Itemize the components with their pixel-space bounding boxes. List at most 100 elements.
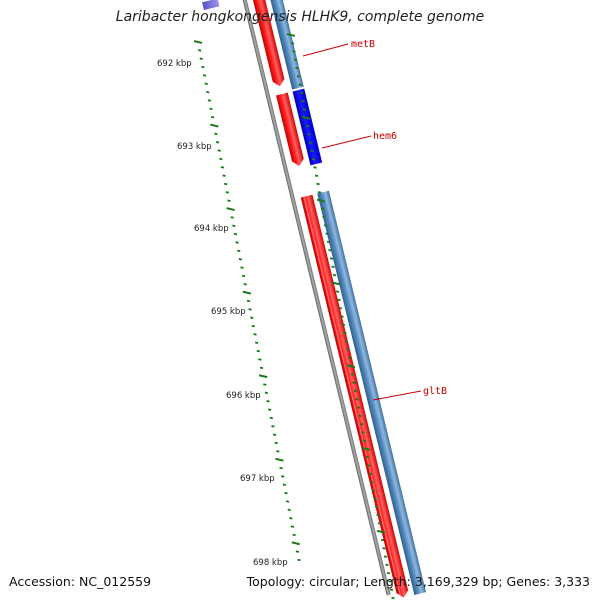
minor-tick (259, 366, 264, 370)
minor-tick (206, 90, 210, 94)
minor-tick (347, 356, 352, 360)
minor-tick (264, 391, 269, 395)
major-tick (291, 541, 300, 546)
minor-tick (235, 241, 239, 244)
minor-tick (289, 516, 293, 520)
minor-tick (299, 91, 304, 95)
minor-tick (297, 558, 301, 562)
cds-fragment (202, 0, 220, 11)
minor-tick (325, 232, 329, 235)
minor-tick (274, 441, 278, 445)
major-tick (316, 198, 326, 203)
cds-hem6-forward[interactable] (276, 92, 305, 168)
minor-tick (367, 464, 371, 467)
major-tick (376, 529, 386, 534)
minor-tick (207, 99, 212, 102)
minor-tick (323, 224, 328, 227)
scale-ticks-left (193, 40, 301, 562)
minor-tick (314, 174, 319, 177)
cds-hem6-reverse[interactable] (292, 88, 323, 166)
scale-label: 698 kbp (253, 558, 288, 568)
minor-tick (220, 166, 225, 169)
genome-summary-text: Topology: circular; Length: 3,169,329 bp… (246, 574, 590, 589)
cds-shine (303, 196, 402, 596)
minor-tick (382, 547, 386, 550)
map-title: Laribacter hongkongensis HLHK9, complete… (115, 9, 485, 25)
minor-tick (279, 466, 283, 470)
gene-leader-hem6 (321, 135, 372, 149)
minor-tick (350, 373, 355, 376)
minor-tick (298, 83, 302, 86)
minor-tick (373, 497, 377, 500)
minor-tick (311, 157, 316, 161)
minor-tick (210, 115, 215, 119)
minor-tick (290, 42, 295, 45)
major-tick (242, 290, 252, 295)
cds-metB-reverse[interactable] (267, 0, 304, 90)
minor-tick (271, 425, 275, 428)
minor-tick (374, 505, 379, 509)
minor-tick (230, 216, 234, 219)
minor-tick (329, 257, 334, 260)
minor-tick (337, 298, 341, 302)
minor-tick (316, 182, 320, 186)
minor-tick (331, 265, 335, 269)
minor-tick (238, 257, 243, 261)
minor-tick (308, 141, 313, 144)
minor-tick (344, 340, 349, 343)
major-tick (275, 457, 284, 462)
minor-tick (232, 224, 236, 228)
minor-tick (287, 508, 291, 512)
minor-tick (320, 207, 325, 211)
minor-tick (356, 406, 361, 409)
gene-label-hem6[interactable]: hem6 (373, 131, 397, 142)
scale-label: 697 kbp (240, 474, 275, 484)
minor-tick (248, 308, 252, 311)
scale-label: 692 kbp (157, 59, 192, 69)
minor-tick (240, 266, 244, 269)
minor-tick (266, 400, 270, 403)
major-tick (258, 374, 268, 379)
minor-tick (295, 550, 300, 553)
minor-tick (338, 306, 343, 310)
minor-tick (250, 316, 254, 319)
minor-tick (199, 57, 203, 60)
minor-tick (371, 489, 376, 492)
cds-gltB-reverse[interactable] (317, 190, 427, 595)
minor-tick (340, 315, 344, 318)
minor-tick (313, 166, 317, 169)
minor-tick (355, 398, 359, 401)
scale-label: 695 kbp (211, 307, 246, 317)
accession-text: Accession: NC_012559 (9, 574, 152, 589)
gene-label-gltB[interactable]: gltB (423, 386, 447, 397)
minor-tick (280, 475, 285, 478)
minor-tick (254, 341, 259, 345)
minor-tick (302, 108, 307, 111)
minor-tick (292, 50, 296, 53)
minor-tick (293, 58, 298, 62)
scale-ticks-right (286, 33, 395, 600)
minor-tick (365, 456, 370, 459)
minor-tick (282, 483, 287, 487)
minor-tick (326, 240, 331, 244)
minor-tick (204, 82, 208, 86)
gene-leader-metB (302, 43, 349, 57)
minor-tick (285, 500, 290, 503)
minor-tick (377, 522, 382, 525)
minor-tick (341, 323, 346, 327)
minor-tick (219, 157, 223, 161)
cds-metB-forward[interactable] (250, 0, 286, 88)
major-tick (193, 40, 203, 44)
cds-gltB-forward[interactable] (300, 194, 410, 599)
minor-tick (214, 132, 218, 136)
minor-tick (346, 348, 350, 351)
gene-label-metB[interactable]: metB (351, 39, 375, 50)
gene-leader-gltB (372, 390, 422, 401)
minor-tick (197, 49, 202, 52)
minor-tick (272, 433, 277, 436)
minor-tick (385, 563, 389, 567)
minor-tick (343, 331, 347, 335)
minor-tick (256, 349, 260, 353)
minor-tick (258, 358, 262, 361)
minor-tick (201, 65, 205, 69)
